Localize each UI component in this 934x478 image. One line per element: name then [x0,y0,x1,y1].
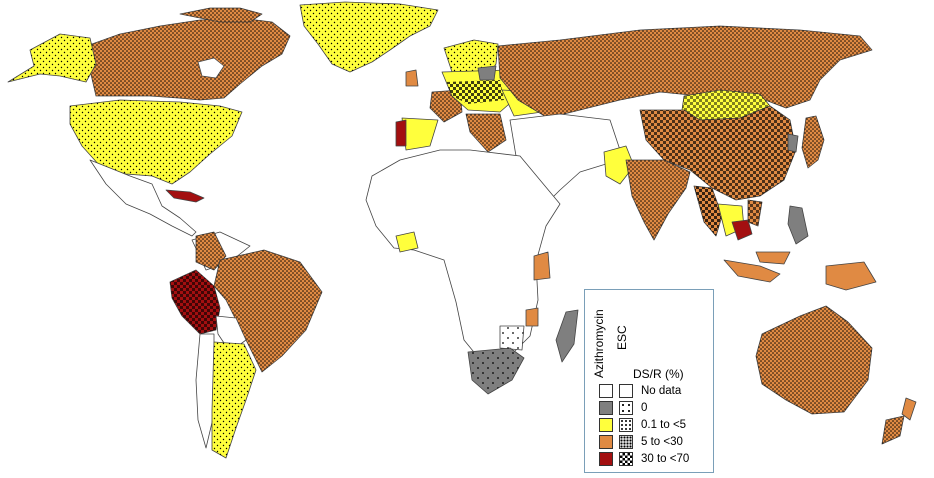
new-zealand [881,397,917,445]
alaska [7,33,97,83]
legend-esc-swatch [619,452,633,466]
legend-item-label: 5 to <30 [641,436,683,448]
legend-azithro-swatch [599,384,613,398]
legend-item-label: 30 to <70 [641,453,690,465]
legend-esc-swatch [619,418,633,432]
south-america [169,231,323,459]
map-legend: Azithromycin ESC DS/R (%) No data 0 0.1 to… [584,289,714,473]
legend-item-label: No data [641,385,682,397]
greenland [299,1,439,73]
cuba [165,189,205,203]
australia [755,305,873,415]
legend-azithro-swatch [599,452,613,466]
legend-azithro-swatch [599,435,613,449]
mexico-central-america [89,159,197,237]
europe [395,39,543,153]
africa [365,149,561,395]
legend-esc-swatch [619,435,633,449]
legend-azithromycin-label: Azithromycin [592,309,606,378]
japan [801,115,825,169]
legend-esc-label: ESC [615,325,629,350]
legend-title: DS/R (%) [633,367,684,381]
legend-esc-swatch [619,384,633,398]
china [639,105,797,201]
madagascar [555,309,579,363]
india [625,159,691,241]
legend-esc-swatch [619,401,633,415]
pakistan [603,145,635,185]
legend-azithro-swatch [599,418,613,432]
legend-item-label: 0.1 to <5 [641,419,687,431]
korea [787,133,799,153]
russia [497,25,873,119]
legend-item-label: 0 [641,402,648,414]
canada [89,7,291,101]
southeast-asia [693,185,877,291]
legend-azithro-swatch [599,401,613,415]
usa [69,99,243,185]
